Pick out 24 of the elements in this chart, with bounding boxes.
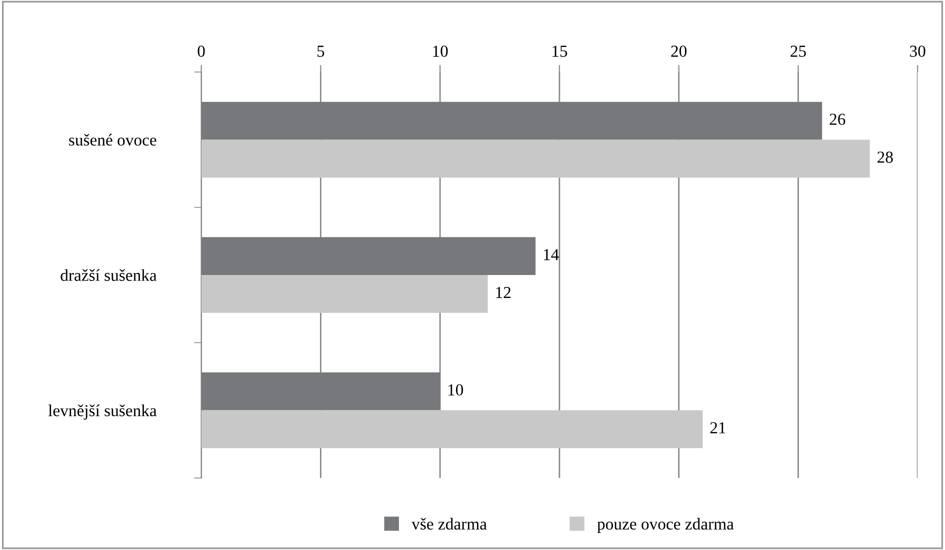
data-label: 10 [448, 384, 464, 396]
x-tick-label: 5 [317, 46, 324, 57]
bar [201, 140, 870, 178]
x-tick-label: 20 [671, 46, 687, 57]
data-label: 12 [496, 286, 510, 298]
y-tick-label: levnější sušenka [48, 404, 157, 420]
legend-label: vše zdarma [412, 518, 487, 530]
data-label: 26 [830, 114, 846, 125]
y-tick-label: dražší sušenka [60, 269, 157, 281]
data-label: 14 [544, 249, 559, 260]
bar [201, 372, 440, 410]
x-tick-label: 25 [790, 46, 806, 57]
legend-label: pouze ovoce zdarma [597, 518, 734, 534]
data-label: 21 [710, 422, 726, 434]
x-tick-label: 10 [433, 46, 448, 57]
y-tick-label: sušené ovoce [69, 134, 156, 146]
x-tick-label: 15 [552, 46, 568, 57]
data-label: 28 [878, 152, 893, 163]
x-tick-label: 0 [198, 46, 205, 57]
x-tick-label: 30 [910, 46, 926, 57]
bar [201, 275, 488, 313]
bar [201, 102, 822, 140]
bar [201, 410, 703, 448]
bar [201, 237, 536, 275]
